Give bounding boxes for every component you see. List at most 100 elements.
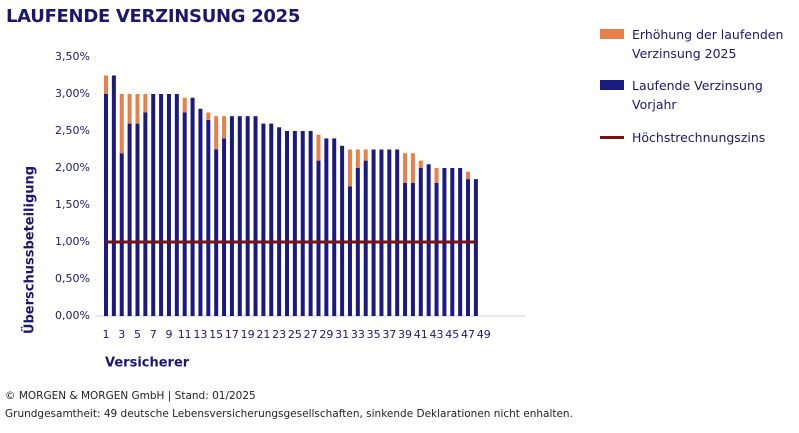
x-tick-label: 13	[193, 328, 207, 341]
bar	[395, 149, 400, 316]
bar	[104, 94, 108, 316]
legend-label: Laufende Verzinsung Vorjahr	[632, 78, 763, 112]
bar	[269, 123, 274, 316]
x-tick-label: 39	[398, 328, 412, 341]
y-tick-label: 0,00%	[55, 309, 90, 322]
x-tick-label: 25	[288, 328, 302, 341]
bar	[245, 116, 250, 316]
bar	[119, 153, 124, 316]
legend-swatch	[600, 80, 624, 90]
bar	[418, 160, 423, 168]
bar	[473, 179, 478, 316]
legend-label: Höchstrechnungszins	[632, 130, 766, 145]
bar	[466, 171, 471, 180]
x-tick-label: 31	[335, 328, 349, 341]
bar	[182, 112, 187, 316]
y-tick-label: 1,50%	[55, 198, 90, 211]
bar	[410, 153, 415, 183]
bar	[222, 116, 227, 139]
legend-swatch	[600, 29, 624, 39]
bar	[363, 160, 368, 316]
bar	[316, 160, 321, 316]
bar	[316, 134, 321, 161]
x-tick-label: 21	[256, 328, 270, 341]
bar	[166, 94, 171, 316]
x-tick-label: 3	[118, 328, 125, 341]
y-axis-title: Überschussbeteiligung	[22, 166, 38, 334]
x-tick-label: 41	[414, 328, 428, 341]
legend-label: Erhöhung der laufenden Verzinsung 2025	[632, 27, 784, 61]
bar	[214, 149, 219, 316]
x-tick-label: 43	[430, 328, 444, 341]
bar	[403, 182, 408, 316]
chart-title: LAUFENDE VERZINSUNG 2025	[6, 6, 301, 27]
bar	[308, 131, 313, 316]
x-tick-label: 15	[209, 328, 223, 341]
bar	[426, 164, 431, 316]
bar	[340, 145, 345, 316]
bar	[151, 94, 156, 316]
bar	[222, 138, 227, 316]
bar	[347, 186, 352, 316]
bar	[292, 131, 297, 316]
bar	[159, 94, 164, 316]
note: Grundgesamtheit: 49 deutsche Lebensversi…	[5, 408, 573, 420]
bar	[332, 138, 337, 316]
x-tick-label: 7	[150, 328, 157, 341]
x-tick-label: 37	[382, 328, 396, 341]
bar	[261, 123, 266, 316]
bar	[190, 97, 195, 316]
bar	[206, 119, 211, 317]
x-tick-label: 33	[351, 328, 365, 341]
bar	[198, 108, 203, 316]
bar	[111, 75, 116, 316]
bar	[277, 127, 282, 316]
x-tick-label: 27	[304, 328, 318, 341]
bar	[410, 182, 415, 316]
bar	[355, 149, 360, 168]
bar	[347, 149, 352, 187]
bar	[135, 123, 140, 316]
bar	[379, 149, 384, 316]
bar	[434, 168, 439, 183]
x-tick-label: 17	[225, 328, 239, 341]
bar	[387, 149, 392, 316]
bar	[182, 97, 187, 113]
x-tick-label: 9	[165, 328, 172, 341]
x-tick-label: 1	[103, 328, 110, 341]
x-axis-title: Versicherer	[105, 356, 190, 371]
bar	[104, 75, 108, 94]
x-tick-label: 47	[461, 328, 475, 341]
bar	[214, 116, 219, 150]
bar	[135, 94, 140, 124]
bar	[324, 138, 329, 316]
legend-swatch	[600, 136, 624, 139]
x-tick-label: 49	[477, 328, 491, 341]
y-tick-label: 1,00%	[55, 235, 90, 248]
bar	[466, 179, 471, 316]
bar	[119, 94, 124, 154]
bar	[363, 149, 368, 161]
y-tick-label: 3,50%	[55, 50, 90, 63]
bar	[403, 153, 408, 183]
bar	[127, 94, 132, 124]
bar	[206, 112, 211, 120]
bar	[253, 116, 258, 316]
x-tick-label: 29	[319, 328, 333, 341]
bar	[127, 123, 132, 316]
x-tick-label: 35	[367, 328, 381, 341]
bar	[237, 116, 242, 316]
y-tick-label: 0,50%	[55, 272, 90, 285]
source: © MORGEN & MORGEN GmbH | Stand: 01/2025	[5, 390, 256, 402]
bar	[371, 149, 376, 316]
x-tick-label: 19	[241, 328, 255, 341]
bar	[285, 131, 290, 316]
y-tick-label: 2,50%	[55, 124, 90, 137]
bar	[143, 94, 148, 113]
x-tick-label: 23	[272, 328, 286, 341]
bar	[300, 131, 305, 316]
bar	[143, 112, 148, 316]
x-tick-label: 11	[178, 328, 192, 341]
